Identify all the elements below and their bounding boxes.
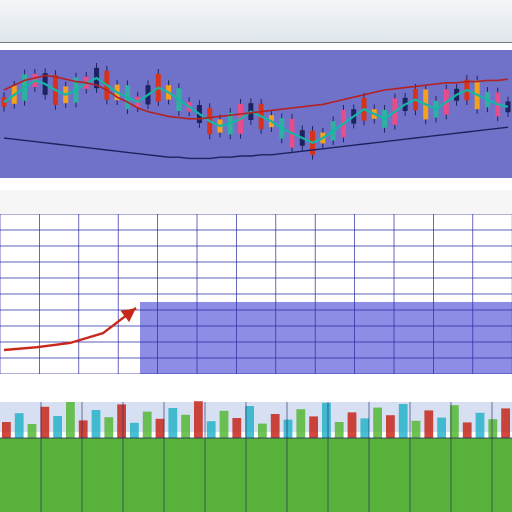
grid-chart-header [0, 190, 512, 215]
volume-bar [501, 408, 510, 438]
volume-bar [194, 401, 203, 438]
volume-bar [270, 414, 280, 438]
price-candle [505, 101, 511, 113]
volume-bar [66, 402, 75, 438]
volume-bar [168, 408, 178, 438]
price-series-line [3, 74, 509, 120]
volume-bar [488, 419, 498, 438]
volume-bar [309, 416, 318, 438]
volume-chart-ground [0, 438, 512, 512]
volume-bar [398, 404, 408, 438]
volume-chart [0, 380, 512, 512]
volume-chart-band [0, 402, 512, 432]
volume-bar [334, 422, 344, 438]
volume-bar [373, 407, 382, 438]
volume-bar [322, 402, 331, 438]
top-toolbar [0, 0, 512, 43]
volume-bar [117, 404, 126, 438]
grid-chart [0, 214, 512, 374]
volume-bar [91, 410, 101, 438]
volume-bar [258, 423, 267, 438]
volume-bar [245, 406, 254, 438]
volume-bar [181, 414, 190, 438]
volume-bar [219, 410, 229, 438]
price-series-line [3, 76, 509, 145]
volume-bar [296, 409, 306, 438]
volume-bar [78, 420, 88, 438]
volume-bar [475, 412, 485, 438]
volume-bar [27, 424, 37, 438]
volume-bar [386, 415, 395, 438]
volume-bar [40, 406, 50, 438]
volume-bar [142, 411, 152, 438]
volume-bar [450, 405, 459, 438]
volume-bar [2, 422, 11, 438]
volume-bar [53, 416, 62, 438]
volume-bar [155, 418, 165, 438]
price-chart [0, 50, 512, 178]
volume-bar [232, 418, 242, 438]
volume-bar [130, 422, 139, 438]
grid-series-line [3, 307, 137, 352]
volume-bar [411, 420, 421, 438]
volume-bar [424, 410, 434, 438]
volume-bar [206, 421, 216, 438]
volume-bar [14, 413, 24, 438]
grid-chart-fill [140, 302, 512, 374]
grid-series-arrowhead [120, 308, 136, 323]
price-series-line [3, 126, 509, 160]
volume-bar [462, 422, 472, 438]
volume-bar [360, 418, 370, 438]
volume-bar [437, 417, 446, 438]
volume-bar [283, 419, 293, 438]
volume-bar [347, 412, 357, 438]
volume-bar [104, 417, 114, 438]
